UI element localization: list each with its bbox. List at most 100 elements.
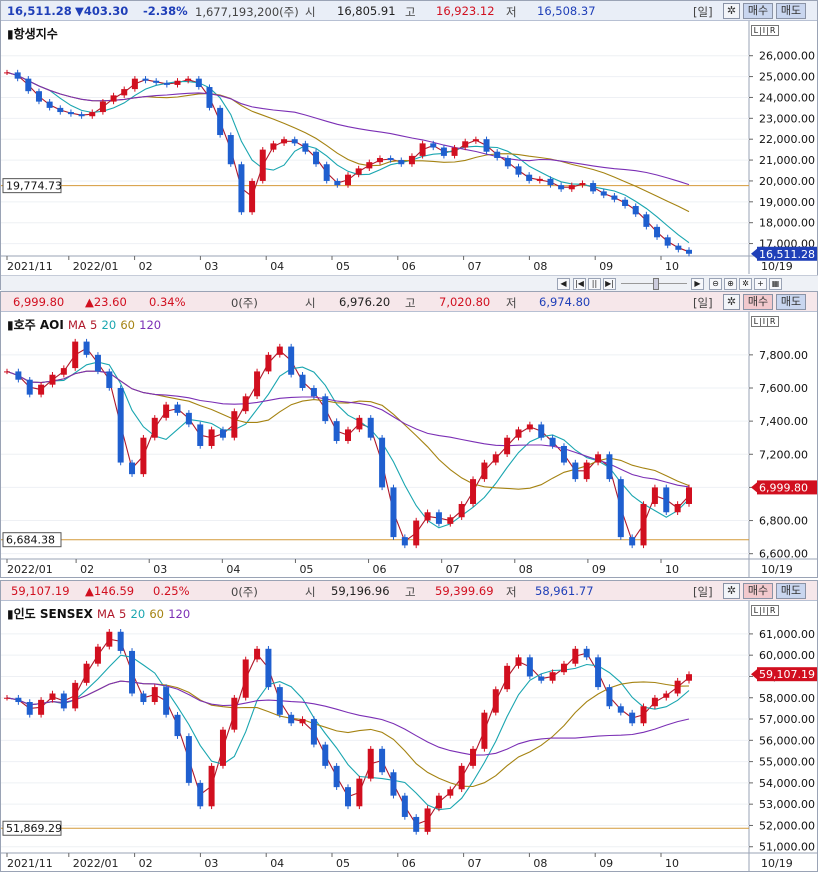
- ma-line: [6, 71, 690, 244]
- candle-body: [590, 183, 597, 192]
- candle-body: [310, 387, 317, 397]
- candle-body: [583, 462, 590, 480]
- pause-button[interactable]: ||: [588, 278, 601, 290]
- open-label: 시: [305, 585, 316, 599]
- x-tick-label: 05: [336, 857, 350, 870]
- plus-icon[interactable]: +: [754, 278, 767, 290]
- period-selector[interactable]: [일]: [693, 296, 713, 310]
- ma-line: [6, 680, 690, 756]
- y-tick-label: 61,000.00: [759, 628, 815, 641]
- candle-body: [643, 214, 650, 227]
- candle-body: [142, 78, 149, 81]
- log-inverse-toggle[interactable]: L|I|R: [751, 25, 779, 36]
- candle-body: [60, 368, 67, 375]
- first-button[interactable]: |◀: [573, 278, 586, 290]
- sell-button[interactable]: 매도: [776, 3, 806, 19]
- candle-body: [78, 114, 85, 117]
- low-label: 저: [506, 5, 517, 19]
- log-inverse-toggle[interactable]: L|I|R: [751, 316, 779, 327]
- buy-button[interactable]: 매수: [743, 294, 773, 310]
- candle-body: [654, 226, 661, 238]
- ma-20: 20: [101, 318, 117, 332]
- zoom-in-icon[interactable]: ⊕: [724, 278, 737, 290]
- sell-button[interactable]: 매도: [776, 583, 806, 599]
- high-label: 고: [405, 296, 416, 310]
- candle-body: [254, 371, 261, 397]
- y-tick-label: 26,000.00: [759, 50, 815, 63]
- price-marker-arrow: [751, 248, 757, 259]
- buy-button[interactable]: 매수: [743, 3, 773, 19]
- candle-body: [472, 139, 479, 142]
- candle-body: [376, 157, 383, 163]
- zoom-handle[interactable]: [653, 278, 659, 290]
- period-selector[interactable]: [일]: [693, 585, 713, 599]
- low-label: 저: [506, 296, 517, 310]
- period-selector[interactable]: [일]: [693, 5, 713, 19]
- candle-body: [195, 78, 202, 88]
- candle-body: [99, 101, 106, 113]
- candle-body: [345, 174, 351, 186]
- candle-body: [413, 520, 420, 546]
- candle-body: [72, 682, 79, 709]
- candle-body: [356, 778, 363, 807]
- price-chart: 26,000.00 25,000.00 24,000.00 23,000.00 22,0…: [1, 21, 817, 274]
- candle-body: [640, 706, 647, 724]
- scroll-left-button[interactable]: ◀: [557, 278, 570, 290]
- last-price: 16,511.28: [7, 4, 72, 18]
- title-text: 인도 SENSEX: [13, 607, 93, 621]
- x-tick-label: 09: [599, 260, 613, 273]
- candle-body: [38, 699, 45, 715]
- candle-body: [504, 157, 511, 167]
- settings-icon[interactable]: ✲: [739, 278, 752, 290]
- candle-body: [675, 245, 682, 250]
- zoom-out-icon[interactable]: ⊖: [709, 278, 722, 290]
- y-tick-label: 21,000.00: [759, 154, 815, 167]
- candle-body: [401, 795, 408, 817]
- x-tick-label: 08: [519, 563, 533, 576]
- candle-body: [547, 178, 554, 186]
- candle-body: [129, 462, 136, 475]
- buy-button[interactable]: 매수: [743, 583, 773, 599]
- candle-body: [302, 143, 309, 152]
- candle-body: [640, 503, 647, 546]
- y-tick-label: 6,800.00: [759, 515, 808, 528]
- candle-body: [538, 676, 545, 681]
- candle-body: [483, 139, 490, 152]
- candle-body: [249, 180, 256, 213]
- candle-body: [345, 429, 351, 442]
- gear-icon[interactable]: ✲: [723, 294, 740, 310]
- candle-body: [413, 816, 420, 832]
- candle-body: [197, 424, 204, 446]
- candle-body: [185, 736, 192, 783]
- last-button[interactable]: ▶|: [603, 278, 616, 290]
- candle-body: [110, 95, 117, 102]
- log-inverse-toggle[interactable]: L|I|R: [751, 605, 779, 616]
- low-value: 6,974.80: [539, 295, 591, 309]
- candle-body: [57, 107, 64, 113]
- candle-body: [26, 702, 33, 715]
- candle-body: [538, 424, 545, 438]
- candle-body: [583, 648, 590, 658]
- reference-label-box: [2, 532, 62, 548]
- candle-body: [151, 417, 158, 438]
- candle-body: [15, 371, 22, 380]
- candle-body: [606, 687, 613, 707]
- quote-header: 59,107.19 ▲146.59 0.25% 0(주) 시 59,196.96…: [1, 581, 817, 601]
- time-scrollbar[interactable]: ◀ |◀ || ▶| ▶ ⊖ ⊕ ✲ + ▦: [1, 275, 818, 291]
- ma-label: MA: [97, 607, 115, 621]
- x-tick-label: 08: [533, 857, 547, 870]
- candle-body: [197, 782, 204, 807]
- open-value: 59,196.96: [331, 584, 390, 598]
- candle-body: [26, 379, 33, 395]
- ma-5: 5: [119, 607, 127, 621]
- gear-icon[interactable]: ✲: [723, 3, 740, 19]
- grid-icon[interactable]: ▦: [769, 278, 782, 290]
- scroll-right-button[interactable]: ▶: [691, 278, 704, 290]
- candle-body: [560, 663, 567, 673]
- ma-line: [6, 71, 690, 213]
- sell-button[interactable]: 매도: [776, 294, 806, 310]
- y-tick-label: 7,600.00: [759, 382, 808, 395]
- gear-icon[interactable]: ✲: [723, 583, 740, 599]
- x-tick-label: 03: [204, 260, 218, 273]
- volume: 0(주): [231, 296, 258, 310]
